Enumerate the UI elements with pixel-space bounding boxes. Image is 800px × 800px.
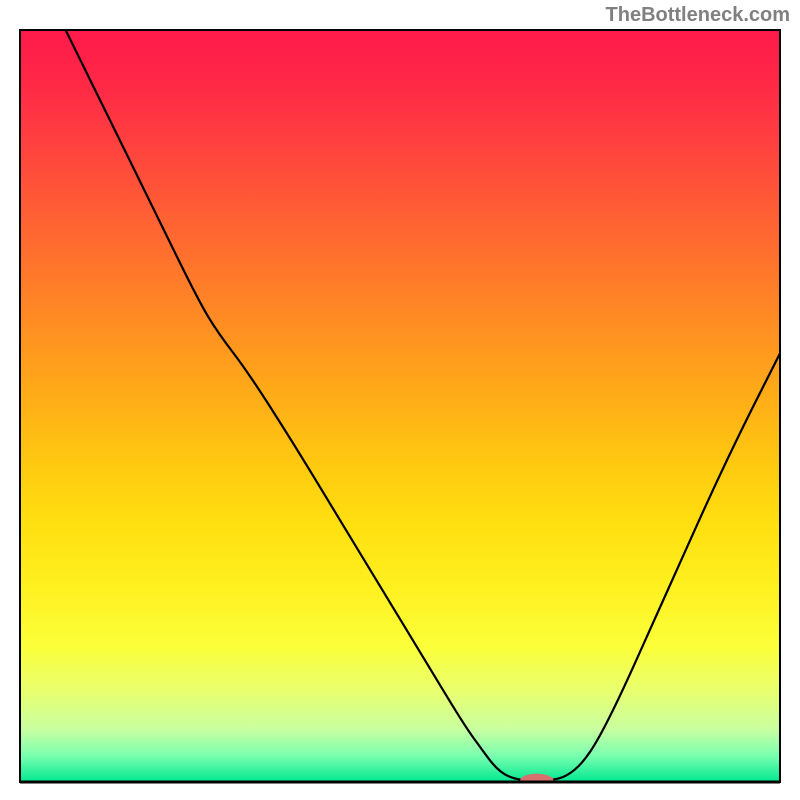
- chart-container: { "watermark": { "text": "TheBottleneck.…: [0, 0, 800, 800]
- bottleneck-chart: [0, 0, 800, 800]
- plot-gradient-fill: [20, 30, 780, 782]
- optimum-marker: [520, 774, 553, 788]
- watermark-text: TheBottleneck.com: [606, 4, 790, 27]
